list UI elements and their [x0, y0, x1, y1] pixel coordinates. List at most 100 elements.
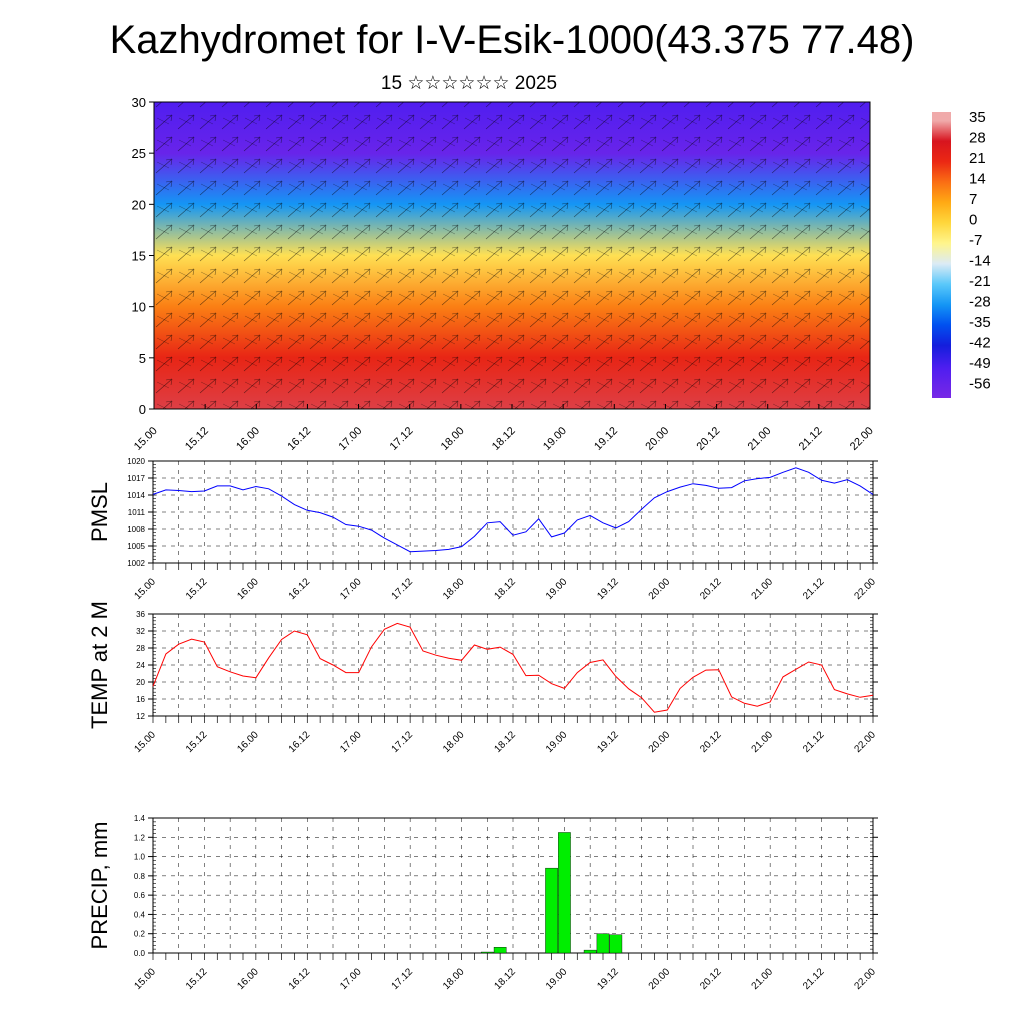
x-tick-label: 15.00	[132, 729, 158, 755]
x-tick-label: 21.00	[750, 966, 776, 992]
x-tick-label: 16.12	[287, 729, 313, 755]
precip-bar	[609, 934, 623, 954]
y-tick-label: 28	[136, 644, 145, 653]
y-tick-label: 0.8	[134, 872, 146, 881]
x-tick-label: 22.00	[852, 966, 878, 992]
y-tick-label: 0.0	[134, 949, 146, 958]
x-tick-label: 16.00	[235, 729, 261, 755]
series-line	[152, 467, 874, 553]
x-tick-label: 16.00	[234, 425, 262, 453]
x-tick-label: 22.00	[852, 576, 878, 602]
x-tick-label: 17.00	[338, 729, 364, 755]
x-tick-label: 15.12	[184, 966, 210, 992]
x-tick-label: 17.12	[390, 966, 416, 992]
x-tick-label: 21.12	[797, 425, 825, 453]
y-tick-label: 36	[136, 610, 145, 619]
y-tick-label: 32	[136, 627, 145, 636]
colorbar-label: 0	[969, 212, 977, 229]
x-tick-label: 17.12	[390, 576, 416, 602]
x-tick-label: 20.12	[698, 729, 724, 755]
chart-title: Kazhydromet for I-V-Esik-1000(43.375 77.…	[109, 18, 915, 62]
colorbar-label: -56	[969, 376, 991, 393]
colorbar-label: 21	[969, 150, 986, 167]
y-axis-label: PMSL	[87, 482, 112, 542]
x-tick-label: 17.00	[336, 425, 364, 453]
colorbar-label: -21	[969, 273, 991, 290]
x-tick-label: 20.12	[698, 576, 724, 602]
precip-panel: 0.0 0.2 0.4 0.6 0.8 1.0 1.2 1.4 15.00 15.12 16.00 1…	[87, 814, 878, 992]
colorbar-gradient	[932, 112, 951, 398]
y-tick-label: 1005	[127, 542, 145, 551]
x-tick-label: 19.12	[592, 425, 620, 453]
y-tick-label: 20	[132, 197, 146, 212]
precip-bar	[596, 933, 610, 954]
x-tick-label: 15.12	[183, 425, 211, 453]
x-tick-label: 18.00	[439, 425, 467, 453]
x-tick-label: 17.00	[338, 576, 364, 602]
x-tick-label: 19.00	[544, 576, 570, 602]
x-tick-label: 18.00	[441, 966, 467, 992]
y-tick-label: 1020	[127, 457, 145, 466]
x-tick-label: 17.00	[338, 966, 364, 992]
x-tick-label: 15.12	[184, 729, 210, 755]
x-tick-label: 18.12	[492, 966, 518, 992]
y-tick-label: 1011	[128, 508, 146, 517]
x-tick-label: 19.12	[595, 729, 621, 755]
x-tick-label: 22.00	[852, 729, 878, 755]
y-axis-label: PRECIP, mm	[87, 822, 112, 950]
x-tick-label: 16.12	[287, 966, 313, 992]
pmsl-panel: 1002 1005 1008 1011 1014 1017 1020 15.00 15.12 16…	[87, 457, 878, 602]
colorbar-label: -49	[969, 355, 991, 372]
y-tick-label: 1.2	[134, 833, 146, 842]
colorbar-label: 7	[969, 191, 977, 208]
plot-frame	[152, 817, 874, 954]
y-tick-label: 12	[136, 712, 145, 721]
colorbar-label: -35	[969, 314, 991, 331]
y-tick-label: 1014	[127, 491, 145, 500]
x-tick-label: 18.00	[441, 576, 467, 602]
x-tick-label: 21.00	[750, 729, 776, 755]
x-tick-label: 20.00	[647, 576, 673, 602]
x-tick-label: 15.00	[132, 576, 158, 602]
y-tick-label: 25	[132, 146, 146, 161]
y-tick-label: 1002	[127, 559, 145, 568]
y-axis-label: TEMP at 2 M	[87, 601, 112, 729]
y-tick-label: 0.6	[134, 891, 146, 900]
x-tick-label: 16.12	[287, 576, 313, 602]
x-tick-label: 18.12	[490, 425, 518, 453]
y-tick-label: 0	[139, 402, 146, 417]
colorbar-label: 35	[969, 109, 986, 126]
precip-bar	[493, 947, 507, 954]
colorbar-label: 14	[969, 171, 986, 188]
y-tick-label: 24	[136, 661, 145, 670]
temperature-colorbar: 35 28 21 14 7 0 -7 -14 -21 -28 -35 -42 -49 -56	[932, 109, 991, 398]
x-tick-label: 20.00	[647, 729, 673, 755]
y-tick-label: 16	[136, 695, 145, 704]
y-tick-label: 15	[132, 249, 146, 264]
y-tick-label: 0.4	[134, 910, 146, 919]
colorbar-label: -42	[969, 335, 991, 352]
x-tick-label: 16.12	[285, 425, 313, 453]
precip-bar	[480, 951, 494, 954]
x-tick-label: 20.00	[647, 966, 673, 992]
x-tick-label: 20.12	[698, 966, 724, 992]
temp-2m-panel: 12 16 20 24 28 32 36 15.00 15.12 16.00 16.12 17.00 1…	[87, 601, 878, 755]
x-tick-label: 17.12	[390, 729, 416, 755]
y-tick-label: 1.0	[134, 853, 146, 862]
x-tick-label: 18.00	[441, 729, 467, 755]
y-tick-label: 10	[132, 300, 146, 315]
y-tick-label: 1017	[127, 474, 145, 483]
precip-bar	[545, 867, 558, 954]
x-tick-label: 19.00	[544, 966, 570, 992]
x-tick-label: 19.12	[595, 966, 621, 992]
y-tick-label: 0.2	[134, 930, 146, 939]
series-line	[152, 622, 874, 713]
y-tick-label: 1.4	[134, 814, 146, 823]
y-tick-label: 30	[132, 95, 146, 110]
colorbar-label: -28	[969, 294, 991, 311]
x-tick-label: 15.00	[132, 425, 160, 453]
x-tick-label: 17.12	[388, 425, 416, 453]
x-tick-label: 21.00	[750, 576, 776, 602]
x-tick-label: 20.00	[643, 425, 671, 453]
